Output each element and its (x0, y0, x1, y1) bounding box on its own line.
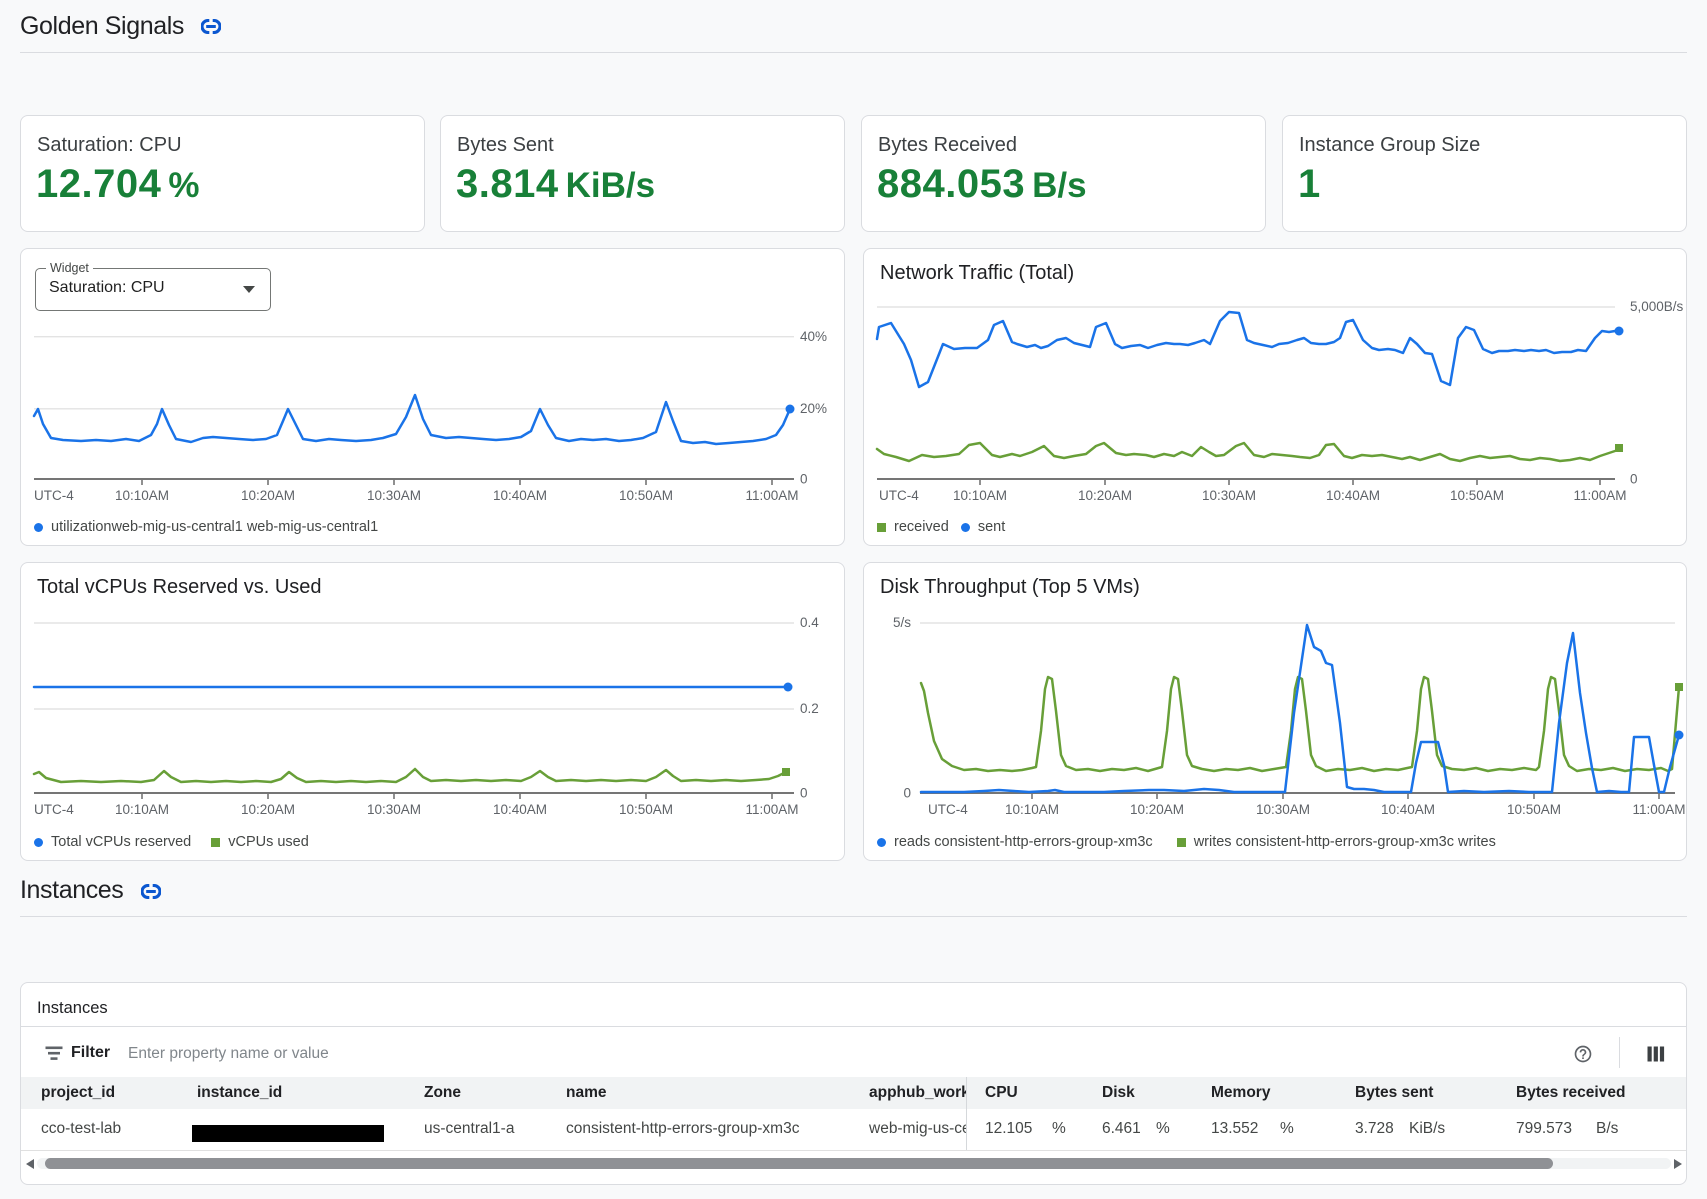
svg-text:11:00AM: 11:00AM (745, 802, 798, 817)
svg-text:10:30AM: 10:30AM (1256, 802, 1310, 817)
svg-text:UTC-4: UTC-4 (34, 488, 74, 503)
svg-text:0: 0 (1630, 472, 1638, 487)
svg-text:10:10AM: 10:10AM (953, 488, 1007, 503)
svg-text:10:50AM: 10:50AM (1507, 802, 1561, 817)
svg-text:0.2: 0.2 (800, 701, 819, 716)
svg-text:10:20AM: 10:20AM (1078, 488, 1132, 503)
svg-text:20%: 20% (800, 401, 827, 416)
svg-text:10:40AM: 10:40AM (493, 802, 547, 817)
svg-text:10:50AM: 10:50AM (619, 488, 673, 503)
svg-text:UTC-4: UTC-4 (879, 488, 919, 503)
svg-text:10:10AM: 10:10AM (1005, 802, 1059, 817)
svg-text:10:30AM: 10:30AM (1202, 488, 1256, 503)
svg-text:10:40AM: 10:40AM (1381, 802, 1435, 817)
svg-text:10:20AM: 10:20AM (1130, 802, 1184, 817)
svg-text:10:20AM: 10:20AM (241, 802, 295, 817)
svg-text:10:30AM: 10:30AM (367, 802, 421, 817)
svg-text:11:00AM: 11:00AM (1573, 488, 1626, 503)
svg-text:10:50AM: 10:50AM (1450, 488, 1504, 503)
svg-text:0: 0 (903, 786, 911, 801)
svg-text:10:10AM: 10:10AM (115, 488, 169, 503)
svg-text:10:30AM: 10:30AM (367, 488, 421, 503)
svg-text:10:40AM: 10:40AM (493, 488, 547, 503)
svg-text:10:40AM: 10:40AM (1326, 488, 1380, 503)
svg-text:10:20AM: 10:20AM (241, 488, 295, 503)
svg-text:10:10AM: 10:10AM (115, 802, 169, 817)
svg-text:40%: 40% (800, 329, 827, 344)
svg-text:10:50AM: 10:50AM (619, 802, 673, 817)
svg-text:11:00AM: 11:00AM (1632, 802, 1685, 817)
svg-text:5/s: 5/s (893, 615, 911, 630)
svg-text:5,000B/s: 5,000B/s (1630, 299, 1684, 314)
svg-text:0: 0 (800, 472, 808, 487)
svg-text:11:00AM: 11:00AM (745, 488, 798, 503)
svg-text:0.4: 0.4 (800, 615, 819, 630)
svg-text:0: 0 (800, 786, 808, 801)
svg-text:UTC-4: UTC-4 (928, 802, 968, 817)
svg-text:UTC-4: UTC-4 (34, 802, 74, 817)
